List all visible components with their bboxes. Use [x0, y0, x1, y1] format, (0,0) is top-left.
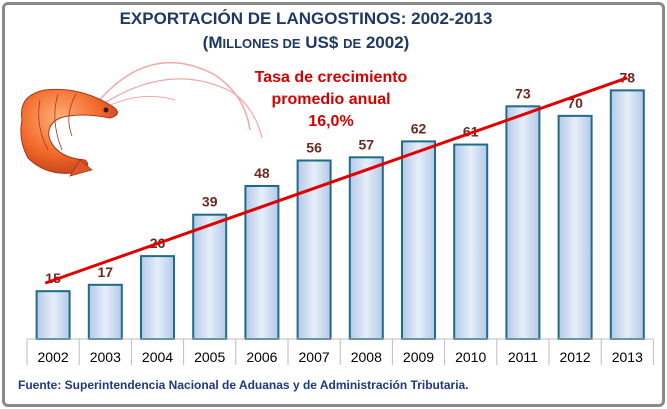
value-label-2011: 73 [515, 85, 531, 101]
annotation-line-1: Tasa de crecimiento [255, 69, 408, 86]
value-label-2007: 56 [306, 140, 322, 156]
bar-2011 [505, 105, 541, 340]
value-label-2013: 78 [620, 69, 636, 85]
value-label-2005: 39 [202, 194, 218, 210]
x-tick-label-2008: 2008 [351, 349, 382, 365]
x-tick-label-2010: 2010 [455, 349, 486, 365]
bar-2005 [192, 213, 228, 340]
bar-2009 [401, 140, 436, 340]
value-label-2006: 48 [254, 165, 270, 181]
value-label-2008: 57 [359, 136, 375, 152]
bar-2013 [609, 89, 645, 340]
trend-line [44, 76, 628, 285]
bar-series [35, 89, 645, 340]
annotation-line-2: promedio anual [271, 91, 390, 108]
x-tick-label-2007: 2007 [299, 349, 330, 365]
x-tick-label-2013: 2013 [612, 349, 643, 365]
shrimp-illustration [20, 61, 263, 177]
chart-subtitle: (MILLONES DE US$ DE 2002) [203, 33, 410, 52]
x-tick-label-2004: 2004 [142, 349, 173, 365]
bar-2010 [453, 143, 489, 340]
bar-2003 [87, 283, 123, 340]
value-label-2003: 17 [98, 264, 114, 280]
x-tick-label-2005: 2005 [194, 349, 225, 365]
value-label-2009: 62 [411, 120, 427, 136]
bar-2004 [140, 255, 175, 340]
x-tick-label-2011: 2011 [508, 349, 538, 365]
x-axis-tick-labels: 2002 2003 2004 2005 2006 2007 2008 2009 2010 2011… [38, 349, 644, 365]
annotation-line-3: 16,0% [308, 113, 353, 130]
source-note: Fuente: Superintendencia Nacional de Adu… [18, 378, 469, 392]
bar-2012 [557, 114, 593, 340]
x-tick-label-2012: 2012 [560, 349, 591, 365]
x-axis-ticks [26, 339, 654, 365]
x-tick-label-2009: 2009 [403, 349, 434, 365]
x-tick-label-2006: 2006 [246, 349, 277, 365]
x-tick-label-2003: 2003 [90, 349, 121, 365]
chart-title: EXPORTACIÓN DE LANGOSTINOS: 2002-2013 [120, 9, 493, 28]
value-labels: 151726394856576261737078 [45, 69, 635, 286]
bar-2002 [35, 290, 71, 340]
x-tick-label-2002: 2002 [38, 349, 69, 365]
bar-2006 [244, 185, 280, 340]
bar-2008 [348, 156, 384, 340]
